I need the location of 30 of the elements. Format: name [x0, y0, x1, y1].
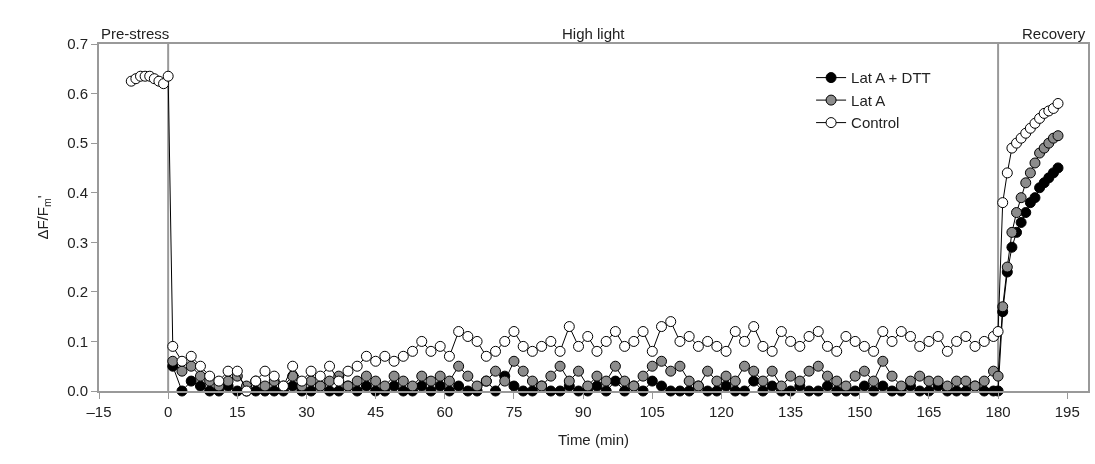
legend-label: Lat A + DTT: [851, 69, 931, 87]
x-tick-label: 75: [505, 403, 523, 420]
x-tick-label: 30: [298, 403, 315, 420]
x-tick-label: 45: [367, 403, 384, 420]
y-tick-label: 0.2: [67, 283, 88, 301]
x-tick-label: 135: [778, 403, 804, 420]
x-axis-title: Time (min): [557, 430, 630, 448]
legend-label: Lat A: [851, 91, 886, 109]
y-tick-label: 0.5: [67, 134, 88, 152]
x-tick-label: 165: [916, 403, 942, 420]
x-tick-label: 180: [985, 403, 1011, 420]
y-tick-label: 0.6: [67, 84, 88, 102]
legend-label: Control: [851, 114, 900, 132]
x-tick-label: 15: [228, 403, 246, 420]
x-tick-label: 0: [163, 403, 173, 420]
y-tick-label: 0.4: [67, 183, 88, 201]
x-tick-label: –15: [86, 403, 112, 420]
x-tick-label: 105: [639, 403, 665, 420]
y-tick-label: 0.0: [67, 382, 88, 400]
y-tick-label: 0.1: [67, 332, 88, 350]
x-tick-label: 60: [436, 403, 454, 420]
x-tick-label: 90: [574, 403, 592, 420]
text: High light: [562, 25, 626, 42]
text: Recovery: [1022, 25, 1086, 42]
x-tick-label: 120: [708, 403, 734, 420]
x-tick-label: 150: [847, 403, 873, 420]
y-tick-label: 0.3: [67, 233, 88, 251]
text: Pre-stress: [101, 25, 170, 42]
x-tick-label: 195: [1054, 403, 1080, 420]
y-tick-label: 0.7: [67, 35, 88, 53]
